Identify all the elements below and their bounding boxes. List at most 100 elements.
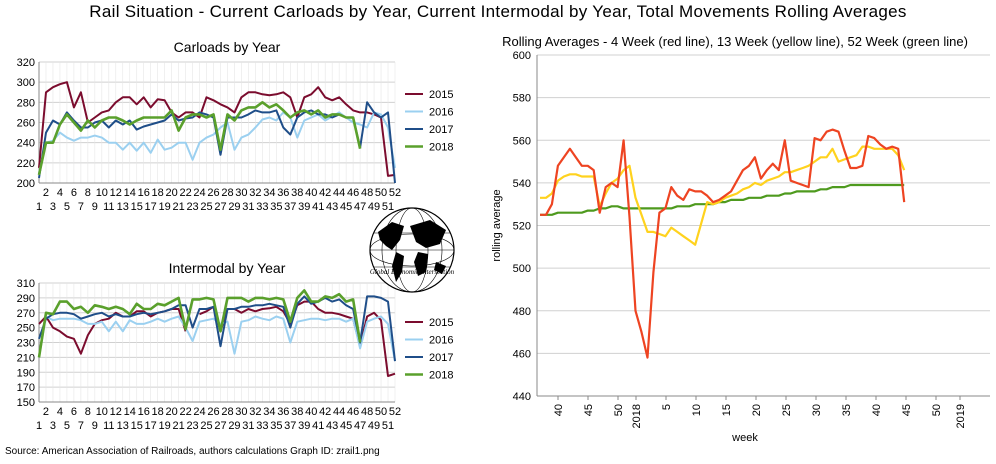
y-tick-label: 230 [17, 338, 35, 350]
x-tick-label: 9 [92, 420, 98, 432]
intermodal-chart: Intermodal by Year1501701902102302502702… [17, 260, 454, 432]
x-tick-label: 52 [389, 187, 401, 199]
x-tick-label: 14 [124, 406, 136, 418]
y-tick-label: 540 [513, 178, 531, 190]
x-tick-label: 2018 [631, 404, 643, 428]
x-tick-label: 15 [131, 201, 143, 213]
y-tick-label: 170 [17, 382, 35, 394]
x-tick-label: 24 [193, 187, 205, 199]
x-tick-label: 20 [166, 406, 178, 418]
x-tick-label: 22 [179, 406, 191, 418]
x-tick-label: 35 [270, 201, 282, 213]
y-axis-label: rolling average [491, 189, 503, 261]
x-tick-label: 11 [103, 420, 114, 432]
x-tick-label: 35 [270, 420, 282, 432]
x-tick-label: 40 [553, 404, 565, 416]
main-title: Rail Situation - Current Carloads by Yea… [89, 2, 907, 21]
x-tick-label: 44 [333, 187, 345, 199]
x-tick-label: 45 [583, 404, 595, 416]
x-tick-label: 3 [50, 420, 56, 432]
x-tick-label: 29 [228, 201, 240, 213]
legend-label-2018: 2018 [429, 142, 453, 154]
chart-title: Carloads by Year [174, 39, 281, 55]
x-tick-label: 13 [117, 420, 129, 432]
x-tick-label: 21 [172, 201, 184, 213]
series-line-4-week [540, 128, 906, 359]
x-tick-label: 7 [78, 420, 84, 432]
x-tick-label: 34 [263, 406, 275, 418]
x-tick-label: 17 [145, 420, 157, 432]
x-tick-label: 26 [207, 406, 219, 418]
y-tick-label: 480 [513, 306, 531, 318]
legend-label-2015: 2015 [429, 89, 453, 101]
x-tick-label: 27 [214, 201, 226, 213]
series-line-2015 [38, 81, 396, 177]
x-tick-label: 42 [319, 406, 331, 418]
x-tick-label: 31 [242, 420, 254, 432]
x-tick-label: 3 [50, 201, 56, 213]
x-tick-label: 1 [36, 201, 42, 213]
x-tick-label: 23 [186, 201, 198, 213]
x-tick-label: 15 [131, 420, 143, 432]
x-tick-label: 47 [354, 201, 366, 213]
y-tick-label: 270 [17, 308, 35, 320]
x-tick-label: 45 [901, 404, 913, 416]
x-tick-label: 26 [207, 187, 219, 199]
x-tick-label: 44 [333, 406, 345, 418]
x-tick-label: 6 [71, 406, 77, 418]
y-tick-label: 190 [17, 367, 35, 379]
x-tick-label: 15 [721, 404, 733, 416]
y-tick-label: 520 [513, 221, 531, 233]
x-tick-label: 40 [871, 404, 883, 416]
x-tick-label: 48 [361, 406, 373, 418]
x-tick-label: 37 [284, 201, 296, 213]
y-tick-label: 600 [513, 50, 531, 62]
x-tick-label: 18 [152, 406, 164, 418]
x-tick-label: 10 [691, 404, 703, 416]
x-tick-label: 47 [354, 420, 366, 432]
x-tick-label: 6 [71, 187, 77, 199]
x-tick-label: 12 [110, 187, 122, 199]
x-tick-label: 8 [85, 406, 91, 418]
series-line-2018 [37, 289, 362, 358]
x-tick-label: 42 [319, 187, 331, 199]
x-tick-label: 45 [340, 420, 352, 432]
x-tick-label: 4 [57, 187, 63, 199]
x-tick-label: 35 [841, 404, 853, 416]
x-tick-label: 39 [298, 420, 310, 432]
x-tick-label: 2 [43, 406, 49, 418]
chart-title: Rolling Averages - 4 Week (red line), 13… [502, 34, 968, 49]
x-axis-label: week [731, 432, 758, 444]
x-tick-label: 50 [375, 406, 387, 418]
x-tick-label: 40 [305, 187, 317, 199]
x-tick-label: 2019 [955, 404, 967, 428]
x-tick-label: 4 [57, 406, 63, 418]
y-tick-label: 500 [513, 263, 531, 275]
x-tick-label: 25 [781, 404, 793, 416]
x-tick-label: 40 [305, 406, 317, 418]
x-tick-label: 27 [214, 420, 226, 432]
x-tick-label: 43 [326, 201, 338, 213]
rolling-averages-chart: Rolling Averages - 4 Week (red line), 13… [491, 34, 990, 444]
y-tick-label: 150 [17, 397, 35, 409]
chart-title: Intermodal by Year [169, 260, 286, 276]
x-tick-label: 31 [242, 201, 254, 213]
x-tick-label: 37 [284, 420, 296, 432]
source-footnote: Source: American Association of Railroad… [5, 446, 380, 457]
x-tick-label: 49 [368, 420, 380, 432]
x-tick-label: 14 [124, 187, 136, 199]
x-tick-label: 38 [291, 187, 303, 199]
x-tick-label: 21 [172, 420, 184, 432]
y-tick-label: 210 [17, 352, 35, 364]
x-tick-label: 25 [200, 420, 212, 432]
series-line-2018 [37, 101, 362, 176]
y-tick-label: 290 [17, 293, 35, 305]
x-tick-label: 9 [92, 201, 98, 213]
x-tick-label: 33 [256, 420, 268, 432]
y-tick-label: 200 [17, 178, 35, 190]
series-line-13-week [540, 145, 906, 246]
x-tick-label: 11 [103, 201, 114, 213]
x-tick-label: 39 [298, 201, 310, 213]
x-tick-label: 43 [326, 420, 338, 432]
